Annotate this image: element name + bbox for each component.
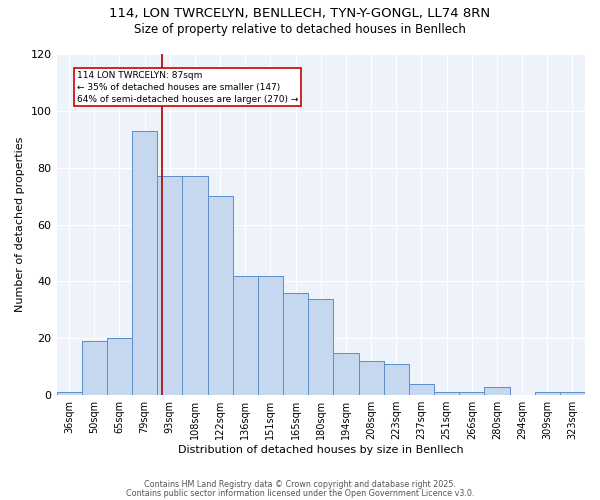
Bar	[208, 196, 233, 395]
Bar	[334, 352, 359, 395]
Bar	[359, 361, 383, 395]
Bar	[383, 364, 409, 395]
Bar	[308, 298, 334, 395]
Bar	[56, 392, 82, 395]
X-axis label: Distribution of detached houses by size in Benllech: Distribution of detached houses by size …	[178, 445, 464, 455]
Bar	[434, 392, 459, 395]
Text: 114 LON TWRCELYN: 87sqm
← 35% of detached houses are smaller (147)
64% of semi-d: 114 LON TWRCELYN: 87sqm ← 35% of detache…	[77, 71, 298, 104]
Bar	[560, 392, 585, 395]
Bar	[157, 176, 182, 395]
Bar	[82, 341, 107, 395]
Bar	[409, 384, 434, 395]
Text: Contains HM Land Registry data © Crown copyright and database right 2025.: Contains HM Land Registry data © Crown c…	[144, 480, 456, 489]
Y-axis label: Number of detached properties: Number of detached properties	[15, 137, 25, 312]
Bar	[459, 392, 484, 395]
Text: Size of property relative to detached houses in Benllech: Size of property relative to detached ho…	[134, 22, 466, 36]
Bar	[484, 386, 509, 395]
Text: 114, LON TWRCELYN, BENLLECH, TYN-Y-GONGL, LL74 8RN: 114, LON TWRCELYN, BENLLECH, TYN-Y-GONGL…	[109, 8, 491, 20]
Text: Contains public sector information licensed under the Open Government Licence v3: Contains public sector information licen…	[126, 488, 474, 498]
Bar	[535, 392, 560, 395]
Bar	[132, 131, 157, 395]
Bar	[182, 176, 208, 395]
Bar	[233, 276, 258, 395]
Bar	[107, 338, 132, 395]
Bar	[283, 293, 308, 395]
Bar	[258, 276, 283, 395]
